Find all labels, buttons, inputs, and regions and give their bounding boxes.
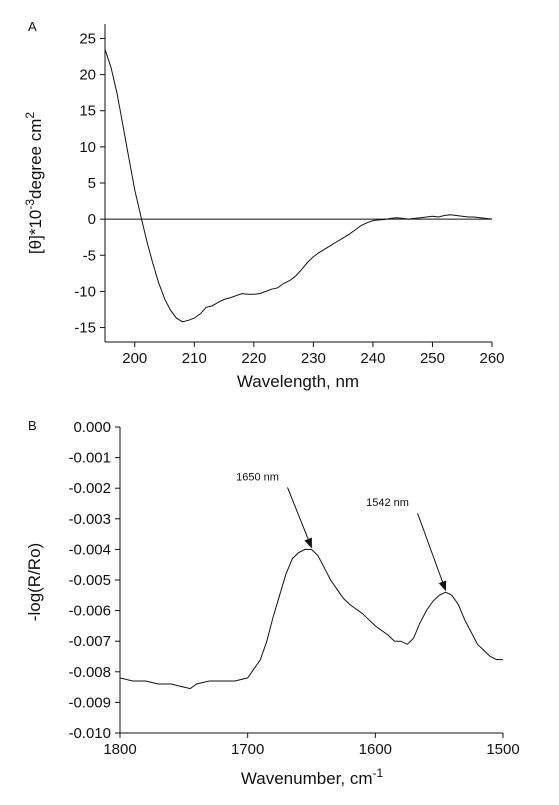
panel-a-x-tick-label: 230 [301, 350, 326, 367]
panel-a-y-tick-label: 10 [79, 139, 96, 156]
panel-b-annotation-arrow [417, 513, 447, 592]
panel-b-y-tick-label: -0.007 [68, 633, 111, 650]
panel-b-y-tick-label: 0.000 [73, 419, 111, 436]
panel-b: B 0.000 -0.001 -0.002 -0.003 -0.004 -0.005 -0.… [25, 418, 520, 788]
panel-b-axes [119, 427, 503, 734]
panel-a-y-title-base: [θ]*10 [26, 210, 45, 254]
panel-b-y-ticks: 0.000 -0.001 -0.002 -0.003 -0.004 -0.005 -0.00… [68, 419, 120, 742]
panel-a-y-title-exp2: 2 [23, 112, 37, 119]
panel-a-y-tick-label: 0 [88, 211, 96, 228]
panel-a-y-tick-label: 25 [79, 30, 96, 47]
panel-b-letter: B [28, 418, 37, 433]
panel-a-y-title-exp: -3 [23, 199, 37, 210]
panel-b-x-title-base: Wavenumber, cm [241, 769, 373, 788]
panel-b-y-tick-label: -0.003 [68, 511, 111, 528]
panel-b-x-axis-title: Wavenumber, cm-1 [241, 766, 384, 788]
panel-b-y-tick-label: -0.010 [68, 725, 111, 742]
panel-b-series-line [119, 548, 503, 690]
panel-a-y-tick-label: -15 [74, 320, 96, 337]
panel-a-y-tick-label: 20 [79, 67, 96, 84]
panel-b-x-tick-label: 1800 [103, 741, 136, 758]
panel-b-annotation-arrow [287, 487, 312, 549]
panel-b-y-tick-label: -0.006 [68, 603, 111, 620]
panel-b-x-ticks: 1800 1700 1600 1500 [103, 733, 520, 758]
panel-b-y-tick-label: -0.005 [68, 572, 111, 589]
panel-b-x-tick-label: 1500 [486, 741, 519, 758]
panel-a-y-axis-title: [θ]*10-3degree cm2 [23, 112, 45, 254]
panel-a-x-tick-label: 220 [241, 350, 266, 367]
panel-b-annotation-label: 1542 nm [366, 497, 409, 509]
panel-b-x-tick-label: 1700 [231, 741, 264, 758]
panel-b-annotations: 1650 nm 1542 nm [236, 471, 447, 592]
panel-a-y-ticks: 25 20 15 10 5 0 -5 -10 -15 [74, 30, 105, 337]
panel-b-y-tick-label: -0.008 [68, 664, 111, 681]
panel-a-x-tick-label: 250 [420, 350, 445, 367]
panel-b-y-tick-label: -0.009 [68, 694, 111, 711]
panel-a-y-title-mid: degree cm [26, 119, 45, 199]
panel-b-x-tick-label: 1600 [359, 741, 392, 758]
panel-a-x-tick-label: 200 [122, 350, 147, 367]
panel-a-y-tick-label: -10 [74, 283, 96, 300]
panel-a-y-tick-label: 5 [88, 175, 96, 192]
panel-a-y-tick-label: 15 [79, 103, 96, 120]
panel-a-x-tick-label: 260 [479, 350, 504, 367]
panel-a-y-tick-label: -5 [83, 247, 96, 264]
panel-a-x-tick-label: 240 [360, 350, 385, 367]
panel-b-x-title-exp: -1 [372, 766, 383, 780]
panel-b-y-axis-title: -log(R/Ro) [25, 543, 44, 621]
panel-a-x-tick-label: 210 [182, 350, 207, 367]
panel-a-series-line [104, 49, 493, 323]
panel-a-letter: A [28, 19, 37, 34]
panel-b-y-tick-label: -0.004 [68, 541, 111, 558]
panel-b-y-tick-label: -0.002 [68, 480, 111, 497]
panel-a-x-ticks: 200 210 220 230 240 250 260 [122, 342, 505, 367]
panel-b-y-tick-label: -0.001 [68, 450, 111, 467]
panel-a-x-axis-title: Wavelength, nm [237, 372, 359, 391]
panel-b-annotation-label: 1650 nm [236, 471, 279, 483]
